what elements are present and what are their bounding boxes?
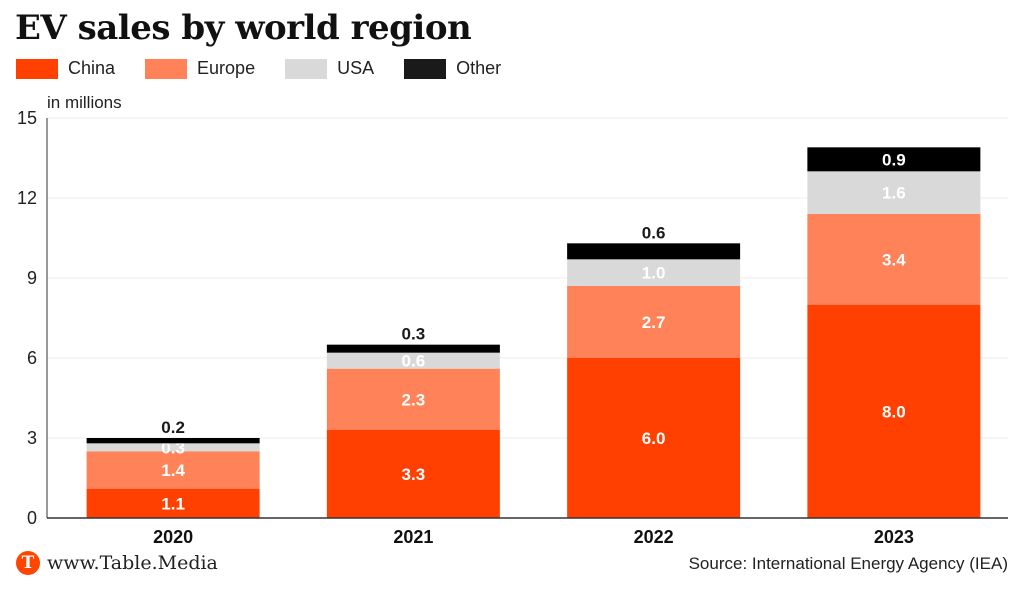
data-label: 0.3 (402, 325, 426, 344)
bar-segment-china-2020 (86, 488, 260, 518)
x-tick-label: 2020 (153, 527, 193, 547)
bar-segment-usa-2022 (567, 259, 741, 286)
data-label: 2.3 (402, 390, 426, 409)
chart-title: EV sales by world region (15, 8, 472, 48)
y-tick-label: 6 (27, 348, 37, 368)
legend-swatch-europe (145, 58, 188, 79)
bar-segment-europe-2020 (86, 451, 260, 489)
bar-segment-usa-2023 (807, 171, 981, 214)
bar-segment-europe-2022 (567, 286, 741, 358)
bar-segment-other-2022 (567, 243, 741, 260)
legend-item-europe: Europe (145, 58, 255, 79)
legend-swatch-usa (285, 58, 328, 79)
legend-label: China (68, 58, 116, 78)
table-media-logo-icon: T (16, 551, 40, 575)
y-tick-label: 3 (27, 428, 37, 448)
bar-segment-china-2021 (326, 430, 500, 518)
unit-label: in millions (47, 93, 122, 112)
bar-segment-other-2020 (86, 438, 260, 444)
bar-segment-other-2023 (807, 147, 981, 172)
data-label: 6.0 (642, 429, 666, 448)
bar-segment-china-2023 (807, 304, 981, 518)
bar-segment-usa-2020 (86, 443, 260, 452)
legend: China Europe USA Other (16, 58, 531, 79)
bar-segment-europe-2023 (807, 214, 981, 305)
data-label: 0.6 (402, 352, 426, 371)
y-tick-label: 15 (17, 108, 37, 128)
source-note: Source: International Energy Agency (IEA… (688, 554, 1008, 573)
legend-label: Europe (197, 58, 256, 78)
brand-logo: T www.Table.Media (16, 551, 218, 575)
bar-segment-usa-2021 (326, 352, 500, 369)
x-tick-label: 2021 (393, 527, 433, 547)
legend-label: Other (456, 58, 502, 78)
data-label: 1.6 (882, 184, 906, 203)
data-label: 0.9 (882, 150, 906, 169)
legend-item-usa: USA (285, 58, 374, 79)
data-label: 3.4 (882, 250, 906, 269)
data-label: 1.1 (161, 494, 185, 513)
data-label: 8.0 (882, 402, 906, 421)
y-tick-label: 12 (17, 188, 37, 208)
data-label: 0.6 (642, 223, 666, 242)
data-label: 0.2 (161, 418, 185, 437)
legend-swatch-china (16, 58, 58, 79)
y-tick-label: 9 (27, 268, 37, 288)
data-label: 1.0 (642, 264, 666, 283)
data-label: 2.7 (642, 313, 666, 332)
data-label: 1.4 (161, 461, 185, 480)
legend-item-china: China (16, 58, 115, 79)
x-tick-label: 2022 (634, 527, 674, 547)
bar-segment-other-2021 (326, 344, 500, 353)
y-tick-label: 0 (27, 508, 37, 528)
bar-segment-europe-2021 (326, 368, 500, 430)
bar-segment-china-2022 (567, 358, 741, 518)
legend-swatch-other (404, 58, 447, 79)
legend-label: USA (337, 58, 375, 78)
data-label: 3.3 (402, 465, 426, 484)
legend-item-other: Other (404, 58, 501, 79)
x-tick-label: 2023 (874, 527, 914, 547)
site-url: www.Table.Media (47, 552, 218, 574)
